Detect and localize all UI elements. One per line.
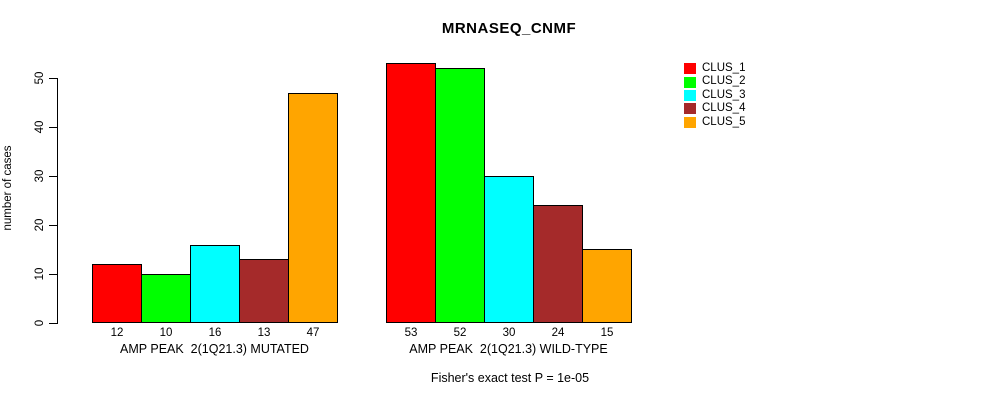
y-tick: [49, 323, 57, 324]
bar: [190, 245, 240, 323]
y-tick: [49, 78, 57, 79]
bar-value-label: 13: [257, 327, 271, 339]
x-group-label: AMP PEAK 2(1Q21.3) WILD-TYPE: [409, 342, 608, 356]
bar: [92, 264, 142, 323]
bar: [141, 274, 191, 323]
bar-value-label: 53: [404, 327, 418, 339]
x-group-label: AMP PEAK 2(1Q21.3) MUTATED: [120, 342, 309, 356]
legend-item: CLUS_5: [684, 116, 745, 129]
y-tick: [49, 274, 57, 275]
y-tick: [49, 127, 57, 128]
legend-swatch: [684, 103, 696, 115]
y-axis-label: number of cases: [2, 145, 14, 231]
legend-swatch: [684, 63, 696, 75]
y-tick-label: 20: [34, 218, 46, 232]
bar-value-label: 16: [208, 327, 222, 339]
bar: [484, 176, 534, 323]
bar-value-label: 10: [159, 327, 173, 339]
legend-label: CLUS_4: [702, 102, 746, 115]
legend-label: CLUS_1: [702, 62, 746, 74]
legend-swatch: [684, 89, 696, 101]
bar: [435, 68, 485, 323]
bar: [533, 205, 583, 323]
bar-value-label: 52: [453, 327, 467, 339]
legend-item: CLUS_2: [684, 75, 745, 88]
bar-value-label: 12: [110, 327, 124, 339]
legend: CLUS_1 CLUS_2 CLUS_3 CLUS_4 CLUS_5: [684, 62, 745, 129]
legend-item: CLUS_1: [684, 62, 745, 75]
legend-item: CLUS_3: [684, 89, 745, 102]
y-tick-label: 10: [34, 267, 46, 281]
y-tick-label: 50: [34, 71, 46, 85]
bar-value-label: 30: [502, 327, 516, 339]
fisher-test-note: Fisher's exact test P = 1e-05: [430, 371, 590, 385]
legend-label: CLUS_2: [702, 75, 746, 88]
bar: [386, 63, 436, 323]
bar: [239, 259, 289, 323]
y-tick-label: 30: [34, 169, 46, 183]
y-tick: [49, 225, 57, 226]
legend-item: CLUS_4: [684, 102, 745, 115]
y-tick: [49, 176, 57, 177]
y-tick-label: 0: [34, 319, 46, 327]
bar-value-label: 15: [600, 327, 614, 339]
bar: [582, 249, 632, 323]
bar-value-label: 47: [306, 327, 320, 339]
y-tick-label: 40: [34, 120, 46, 134]
legend-swatch: [684, 76, 696, 88]
legend-swatch: [684, 116, 696, 128]
legend-label: CLUS_3: [702, 88, 746, 101]
bar: [288, 93, 338, 323]
legend-label: CLUS_5: [702, 115, 746, 128]
bar-value-label: 24: [551, 327, 565, 339]
y-axis-line: [57, 78, 58, 324]
chart-title: MRNASEQ_CNMF: [441, 20, 577, 37]
